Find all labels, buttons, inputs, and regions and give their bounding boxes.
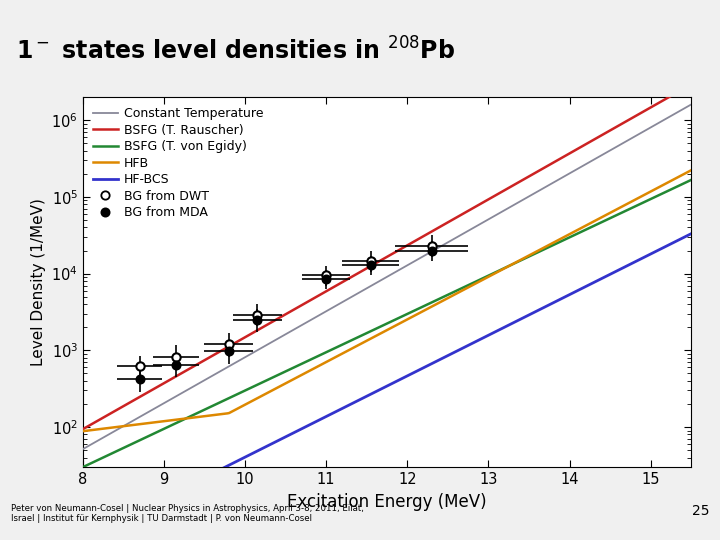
Legend: Constant Temperature, BSFG (T. Rauscher), BSFG (T. von Egidy), HFB, HF-BCS, BG f: Constant Temperature, BSFG (T. Rauscher)… xyxy=(89,104,267,223)
Y-axis label: Level Density (1/MeV): Level Density (1/MeV) xyxy=(31,198,45,366)
Text: 1$^-$ states level densities in $^{208}$Pb: 1$^-$ states level densities in $^{208}$… xyxy=(16,37,455,64)
Text: 25: 25 xyxy=(692,504,709,518)
X-axis label: Excitation Energy (MeV): Excitation Energy (MeV) xyxy=(287,492,487,510)
Text: Peter von Neumann-Cosel | Nuclear Physics in Astrophysics, April 3-8, 2011, Eila: Peter von Neumann-Cosel | Nuclear Physic… xyxy=(11,504,364,523)
